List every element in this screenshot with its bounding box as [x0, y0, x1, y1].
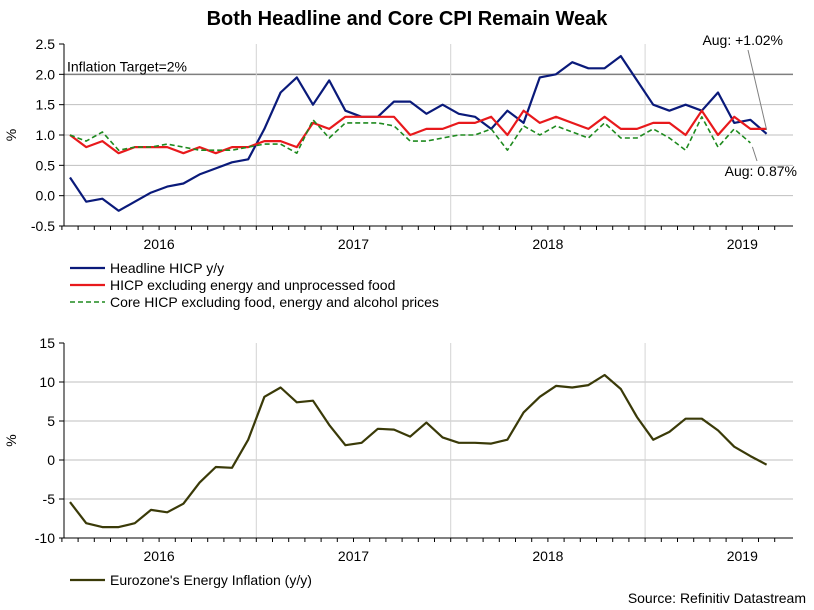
cpi-legend-label-0: Headline HICP y/y [110, 260, 224, 276]
energy-x-tick-label: 2017 [338, 548, 369, 564]
cpi-y-axis-label: % [3, 129, 19, 141]
energy-y-tick-label: 5 [47, 413, 55, 429]
cpi-x-tick-label: 2018 [532, 236, 563, 252]
annotation-core-leader [751, 146, 758, 162]
source-note: Source: Refinitiv Datastream [628, 590, 806, 606]
cpi-series-line-1 [69, 109, 767, 155]
cpi-y-tick-label: 0.0 [36, 188, 56, 204]
cpi-y-tick-label: 0.5 [36, 157, 56, 173]
energy-y-tick-label: 15 [39, 335, 55, 351]
energy-legend-label-0: Eurozone's Energy Inflation (y/y) [110, 572, 312, 588]
cpi-y-tick-label: 2.5 [36, 36, 56, 52]
annotation-headline: Aug: +1.02% [702, 32, 783, 48]
cpi-y-tick-label: 2.0 [36, 66, 56, 82]
cpi-x-tick-label: 2019 [727, 236, 758, 252]
cpi-y-tick-label: 1.0 [36, 127, 56, 143]
energy-y-axis-label: % [3, 434, 19, 446]
annotation-headline-leader [747, 49, 768, 130]
cpi-y-tick-label: 1.5 [36, 97, 56, 113]
cpi-legend-label-1: HICP excluding energy and unprocessed fo… [110, 277, 395, 293]
cpi-x-tick-label: 2017 [338, 236, 369, 252]
energy-y-tick-label: 10 [39, 374, 55, 390]
cpi-series-line-0 [69, 54, 768, 212]
cpi-series-line-2 [69, 116, 751, 154]
cpi-legend-label-2: Core HICP excluding food, energy and alc… [110, 294, 439, 310]
energy-x-tick-label: 2018 [532, 548, 563, 564]
energy-x-tick-label: 2019 [727, 548, 758, 564]
cpi-target-label: Inflation Target=2% [67, 58, 187, 74]
annotation-core: Aug: 0.87% [725, 163, 797, 179]
energy-y-tick-label: 0 [47, 452, 55, 468]
energy-x-tick-label: 2016 [144, 548, 175, 564]
energy-y-tick-label: -5 [43, 491, 56, 507]
chart-title: Both Headline and Core CPI Remain Weak [207, 8, 609, 30]
energy-series-line-0 [69, 373, 768, 529]
cpi-x-tick-label: 2016 [144, 236, 175, 252]
energy-y-tick-label: -10 [35, 530, 55, 546]
cpi-y-tick-label: -0.5 [31, 218, 55, 234]
